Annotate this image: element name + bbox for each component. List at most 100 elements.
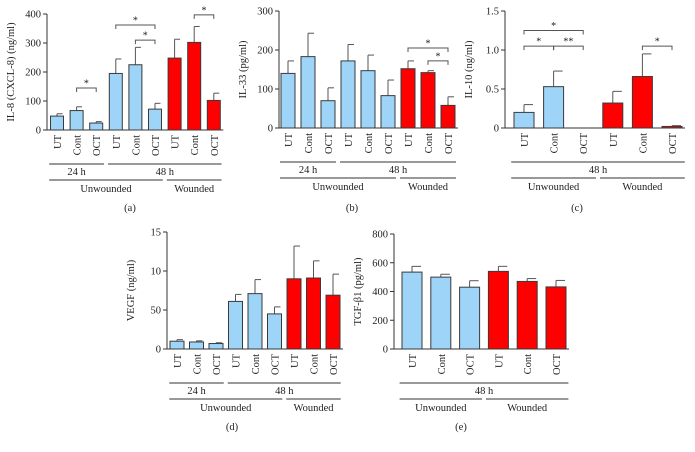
chart-panel-4: 0 50 10 15 VEGF (ng/ml) UT Cont OCT UT Cont OCT UT C… (126, 228, 343, 433)
category-label: OCT (92, 134, 103, 156)
y-tick-label: 0 (156, 345, 161, 356)
significance-bracket (553, 45, 584, 51)
y-tick-label: 800 (372, 230, 388, 241)
category-label: Cont (310, 354, 321, 375)
bar (206, 99, 221, 131)
bar (148, 108, 162, 131)
bar (340, 60, 356, 129)
category-label: OCT (668, 132, 679, 154)
significance-label: * (84, 78, 89, 89)
y-tick-label: 0.5 (486, 85, 499, 96)
time-group-label: 48 h (475, 386, 494, 397)
y-axis-label: IL-33 (pg/ml) (238, 40, 249, 99)
y-axis-label: VEGF (ng/ml) (126, 259, 137, 321)
significance-bracket (76, 87, 97, 92)
y-axis-label: IL-8 (CXCL-8) (ng/ml) (6, 22, 17, 122)
category-label: OCT (444, 132, 455, 154)
category-label: OCT (552, 353, 563, 375)
chart-panel-1: 0 100 200 300 400 IL-8 (CXCL-8) (ng/ml) UT Cont… (6, 5, 224, 214)
category-label: Cont (193, 354, 204, 375)
y-tick-label: 200 (25, 68, 41, 79)
category-label: OCT (324, 132, 335, 154)
bar (280, 72, 296, 129)
significance-label: ** (563, 37, 573, 48)
bar (631, 76, 653, 129)
bar (267, 313, 282, 350)
bar (208, 343, 224, 350)
bar (300, 56, 316, 129)
category-label: UT (232, 353, 243, 368)
bar (459, 286, 481, 350)
y-tick-label: 100 (25, 97, 41, 108)
category-label: UT (520, 132, 531, 147)
condition-group-label: Wounded (294, 403, 335, 414)
panel-label: (c) (571, 203, 583, 214)
time-group-label: 48 h (156, 167, 175, 178)
category-label: Cont (73, 135, 84, 156)
bar (69, 110, 84, 131)
bar (325, 294, 341, 350)
category-label: OCT (212, 353, 223, 375)
y-tick-label: 100 (257, 85, 273, 96)
y-tick-label: 1.5 (486, 7, 499, 18)
significance-label: * (202, 5, 207, 16)
bar (380, 95, 396, 129)
category-label: Cont (424, 133, 435, 154)
category-label: OCT (210, 134, 221, 156)
y-tick-label: 200 (372, 316, 388, 327)
category-label: UT (112, 134, 123, 149)
category-label: Cont (638, 133, 649, 154)
y-tick-label: 0 (383, 345, 388, 356)
panel-label: (e) (455, 422, 467, 433)
bar (89, 122, 104, 131)
bar (189, 341, 204, 350)
bar (320, 100, 336, 129)
condition-group-label: Wounded (507, 403, 548, 414)
bar (513, 111, 535, 129)
bar (401, 271, 423, 350)
category-label: UT (404, 132, 415, 147)
time-group-label: 48 h (389, 165, 408, 176)
condition-group-label: Wounded (622, 182, 663, 193)
category-label: UT (171, 134, 182, 149)
time-group-label: 48 h (275, 386, 294, 397)
category-label: Cont (550, 133, 561, 154)
category-label: Cont (523, 354, 534, 375)
bar (420, 72, 436, 129)
significance-bracket (407, 47, 449, 53)
significance-bracket (427, 60, 449, 65)
significance-bracket (641, 45, 673, 51)
significance-bracket (115, 24, 156, 30)
category-label: UT (609, 132, 620, 147)
time-group-label: 24 h (67, 167, 86, 178)
bar (228, 300, 243, 350)
y-axis-label: IL-10 (ng/ml) (464, 40, 475, 99)
bar (187, 41, 202, 131)
category-label: OCT (271, 353, 282, 375)
time-group-label: 24 h (187, 386, 206, 397)
y-tick-label: 1.0 (486, 46, 499, 57)
bar (602, 102, 624, 129)
chart-panel-5: 0 200 400 600 800 TGF-β1 (pg/ml) UT Cont OCT UT Co… (353, 230, 569, 433)
category-label: Cont (304, 133, 315, 154)
y-tick-label: 300 (25, 39, 41, 50)
condition-group-label: Wounded (408, 182, 449, 193)
bar (169, 340, 185, 350)
bar (108, 72, 123, 131)
category-label: Cont (437, 354, 448, 375)
category-label: UT (344, 132, 355, 147)
condition-group-label: Unwounded (415, 403, 467, 414)
condition-group-label: Unwounded (312, 182, 364, 193)
bar (545, 286, 567, 350)
significance-label: * (655, 37, 660, 48)
bar (286, 278, 302, 350)
category-label: UT (173, 353, 184, 368)
category-label: UT (290, 353, 301, 368)
bar (247, 293, 263, 350)
y-tick-label: 50 (151, 306, 162, 317)
condition-group-label: Unwounded (528, 182, 580, 193)
category-label: UT (408, 353, 419, 368)
category-label: Cont (251, 354, 262, 375)
bar (167, 57, 182, 131)
